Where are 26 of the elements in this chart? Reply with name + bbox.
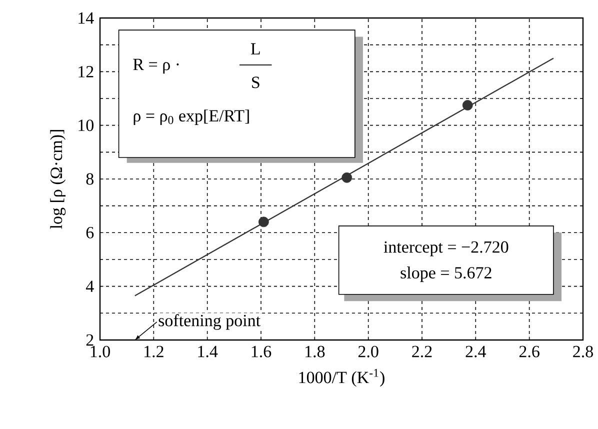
x-tick-label: 2.6 xyxy=(519,346,540,358)
y-tick-label: 2 xyxy=(86,334,94,346)
x-tick-label: 2.8 xyxy=(573,346,593,358)
y-tick-label: 6 xyxy=(86,226,94,238)
x-tick-label: 1.4 xyxy=(198,346,218,358)
y-tick-label: 10 xyxy=(78,120,94,132)
x-axis-title: 1000/T (K$^{-1}$) xyxy=(299,368,384,387)
x-tick-label: 2.0 xyxy=(358,346,378,358)
x-tick-label: 2.2 xyxy=(412,346,432,358)
x-tick-label: 1.0 xyxy=(90,346,110,358)
y-tick-label: 14 xyxy=(78,12,94,24)
annotation: softening point xyxy=(158,314,260,330)
x-tick-label: 1.8 xyxy=(306,346,325,358)
y-tick-label: 8 xyxy=(86,173,94,185)
x-tick-label: 2.4 xyxy=(466,346,486,358)
y-tick-label: 4 xyxy=(86,280,94,292)
annotation: ρ = ρ$_{0}$ exp[E/RT] xyxy=(134,110,249,125)
annotation: S xyxy=(252,76,260,88)
annotation: slope = 5.672 xyxy=(400,266,492,282)
annotation: L xyxy=(250,43,260,54)
x-tick-label: 1.6 xyxy=(252,346,272,358)
x-tick-label: 1.2 xyxy=(144,346,164,358)
y-axis-title: log [ρ (Ω·cm)] xyxy=(50,130,66,229)
annotation: R = ρ · xyxy=(133,58,179,74)
y-tick-label: 12 xyxy=(78,66,94,78)
annotation: intercept = −2.720 xyxy=(384,241,508,256)
